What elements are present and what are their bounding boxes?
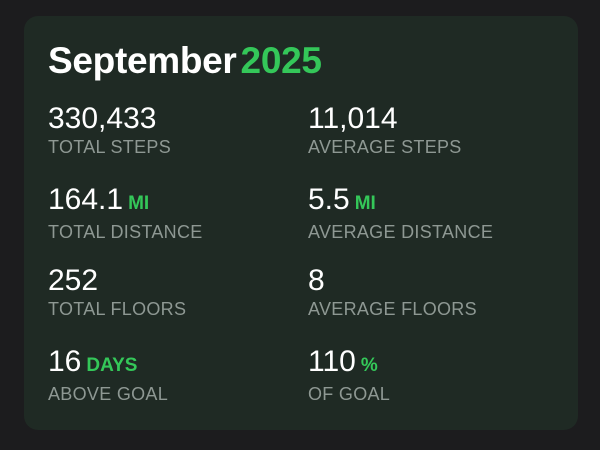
stat-unit: DAYS bbox=[86, 355, 138, 376]
stat-percent-of-goal: 110% OF GOAL bbox=[308, 345, 558, 405]
stat-number: 8 bbox=[308, 264, 325, 297]
stat-label: TOTAL DISTANCE bbox=[48, 222, 203, 242]
stat-label: AVERAGE DISTANCE bbox=[308, 222, 494, 242]
stat-total-distance: 164.1 MI TOTAL DISTANCE bbox=[48, 183, 298, 243]
stat-label: TOTAL STEPS bbox=[48, 137, 171, 157]
stat-number: 16 bbox=[48, 345, 82, 378]
year-label: 2025 bbox=[240, 40, 322, 81]
stat-value: 5.5 MI bbox=[308, 183, 558, 221]
stat-label: ABOVE GOAL bbox=[48, 384, 169, 404]
monthly-summary-card: September 2025 bbox=[24, 16, 578, 430]
stat-total-steps: 330,433 TOTAL STEPS bbox=[48, 102, 298, 158]
stat-value: 330,433 bbox=[48, 102, 298, 136]
stat-number: 11,014 bbox=[308, 102, 398, 135]
stat-value: 164.1 MI bbox=[48, 183, 298, 221]
stat-number: 5.5 bbox=[308, 183, 350, 216]
stat-label: AVERAGE STEPS bbox=[308, 137, 462, 157]
stat-label: AVERAGE FLOORS bbox=[308, 299, 477, 319]
stat-average-floors: 8 AVERAGE FLOORS bbox=[308, 264, 558, 320]
stat-value: 16 DAYS bbox=[48, 345, 298, 383]
stat-value: 8 bbox=[308, 264, 558, 298]
stat-number: 164.1 bbox=[48, 183, 124, 216]
card-title: September 2025 bbox=[48, 40, 322, 82]
stat-average-distance: 5.5 MI AVERAGE DISTANCE bbox=[308, 183, 558, 243]
stat-value: 11,014 bbox=[308, 102, 558, 136]
stat-days-above-goal: 16 DAYS ABOVE GOAL bbox=[48, 345, 298, 405]
stat-number: 330,433 bbox=[48, 102, 157, 135]
stat-average-steps: 11,014 AVERAGE STEPS bbox=[308, 102, 558, 158]
stat-number: 110 bbox=[308, 345, 356, 378]
stat-unit: MI bbox=[128, 193, 150, 214]
stat-total-floors: 252 TOTAL FLOORS bbox=[48, 264, 298, 320]
stat-unit: % bbox=[360, 355, 378, 376]
stat-label: OF GOAL bbox=[308, 384, 391, 404]
stat-value: 252 bbox=[48, 264, 298, 298]
stat-number: 252 bbox=[48, 264, 99, 297]
month-label: September bbox=[48, 40, 237, 81]
stat-unit: MI bbox=[354, 193, 376, 214]
stat-value: 110% bbox=[308, 345, 558, 383]
stat-label: TOTAL FLOORS bbox=[48, 299, 187, 319]
